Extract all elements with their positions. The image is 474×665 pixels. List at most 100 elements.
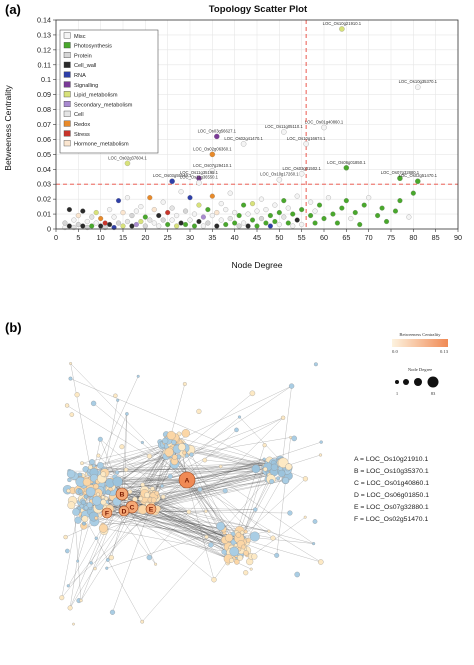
network-node — [196, 408, 202, 414]
x-tick-label: 55 — [298, 233, 306, 242]
network-edge — [150, 466, 268, 510]
y-tick-label: 0.05 — [37, 150, 51, 159]
network-edge — [150, 480, 286, 510]
network-node — [79, 503, 84, 509]
network-edge — [106, 512, 237, 563]
network-edge — [85, 468, 256, 470]
centrality-gradient-bar — [392, 339, 448, 347]
network-edge — [107, 506, 133, 561]
network-node — [72, 622, 75, 626]
network-node — [262, 457, 266, 461]
network-edge — [131, 437, 171, 508]
hub-node-f — [101, 507, 113, 519]
network-node — [92, 495, 102, 506]
network-node — [166, 430, 176, 440]
data-point — [124, 195, 130, 201]
y-tick-label: 0.02 — [37, 195, 51, 204]
network-edge — [106, 529, 224, 569]
network-edge — [102, 470, 133, 508]
centrality-max-label: 0.13 — [440, 349, 449, 354]
x-tick-label: 70 — [365, 233, 373, 242]
data-point — [312, 208, 318, 214]
network-node — [313, 362, 318, 367]
data-point — [174, 213, 180, 219]
network-node — [160, 484, 164, 488]
x-tick-label: 30 — [186, 233, 194, 242]
labeled-data-point — [209, 168, 216, 174]
network-edge — [150, 508, 238, 542]
network-edge — [173, 385, 292, 443]
labeled-data-point — [276, 177, 283, 183]
network-node — [285, 463, 293, 471]
network-node — [144, 492, 150, 498]
data-point — [80, 208, 86, 214]
panel-label-a: (a) — [5, 2, 21, 17]
network-node — [182, 450, 187, 455]
network-node — [312, 519, 318, 524]
data-point — [84, 219, 90, 225]
point-label: LOC_Os10g21910.1 — [323, 21, 362, 26]
data-point — [254, 223, 260, 229]
network-edge — [188, 417, 284, 513]
data-point — [129, 213, 135, 219]
data-point — [151, 207, 157, 213]
network-node — [154, 562, 158, 566]
data-point — [71, 217, 77, 223]
point-label: LOC_Os02g37604.1 — [108, 155, 147, 160]
point-label: LOC_Os03g55540.1 — [153, 173, 192, 178]
data-point — [290, 211, 296, 217]
network-edge — [99, 462, 275, 474]
hub-letter-e: E — [149, 506, 154, 513]
labeled-data-point — [281, 129, 287, 135]
network-node — [270, 535, 276, 541]
data-point — [178, 189, 184, 195]
hub-node-d — [118, 505, 130, 517]
x-tick-label: 0 — [54, 233, 58, 242]
data-point — [321, 216, 327, 222]
network-edge — [144, 439, 169, 494]
data-point — [343, 198, 349, 204]
network-node — [66, 469, 76, 479]
network-node — [63, 534, 68, 540]
network-node — [262, 443, 267, 448]
labeled-data-point — [415, 84, 421, 90]
network-edge — [186, 479, 215, 580]
network-node — [92, 463, 96, 468]
data-point — [116, 220, 122, 226]
data-point — [308, 199, 314, 205]
point-label: LOC_Os11g36550.1 — [180, 175, 219, 180]
network-node — [318, 559, 324, 565]
data-point — [138, 219, 144, 225]
network-edge — [165, 456, 237, 535]
data-point — [348, 216, 354, 222]
hub-letter-b: B — [120, 491, 125, 498]
network-node — [86, 502, 93, 509]
x-tick-label: 35 — [208, 233, 216, 242]
data-point — [384, 219, 390, 225]
data-point — [218, 217, 224, 223]
data-point — [294, 217, 300, 223]
data-point — [133, 221, 139, 228]
network-node — [303, 515, 307, 519]
data-point — [361, 202, 367, 208]
network-node — [211, 577, 217, 583]
network-node — [83, 494, 89, 499]
data-point — [124, 219, 130, 225]
point-labels: LOC_Os10g21910.1 LOC_Os10g35370.1 LOC_Os01… — [108, 21, 437, 180]
network-node — [197, 487, 203, 492]
data-point — [227, 216, 233, 222]
network-node — [105, 566, 109, 570]
network-graph: A BCD E F Betweeness Centrality 0.0 0.13 No… — [59, 332, 449, 626]
network-node — [243, 529, 248, 534]
hub-key-c: C = LOC_Os01g40860.1 — [354, 480, 429, 487]
network-node — [280, 415, 286, 420]
network-node — [59, 595, 65, 601]
network-node — [97, 462, 104, 469]
network-node — [74, 516, 82, 524]
data-point — [214, 223, 220, 229]
data-point — [352, 210, 358, 216]
data-point — [334, 220, 340, 226]
data-point — [250, 217, 256, 223]
data-point — [205, 207, 211, 213]
y-tick-label: 0.12 — [37, 45, 51, 54]
